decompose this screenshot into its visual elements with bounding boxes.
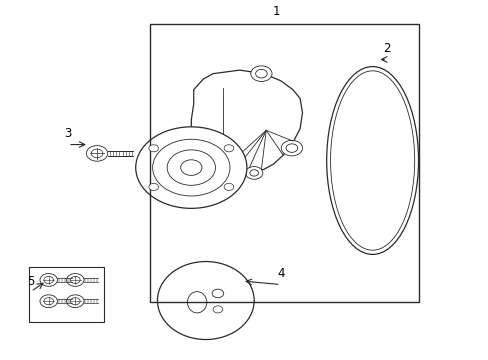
Circle shape — [281, 140, 302, 156]
Circle shape — [212, 289, 223, 298]
Circle shape — [44, 298, 53, 305]
Circle shape — [245, 167, 263, 179]
Circle shape — [148, 183, 158, 190]
Circle shape — [66, 295, 84, 307]
Text: 4: 4 — [276, 267, 284, 280]
Circle shape — [224, 183, 233, 190]
Text: 5: 5 — [27, 275, 35, 288]
Circle shape — [70, 276, 80, 283]
Circle shape — [152, 139, 229, 196]
Text: 1: 1 — [272, 5, 279, 18]
Circle shape — [250, 66, 271, 81]
Circle shape — [44, 276, 53, 283]
Ellipse shape — [187, 292, 206, 313]
Circle shape — [70, 298, 80, 305]
Polygon shape — [191, 70, 302, 172]
Circle shape — [180, 160, 202, 175]
Text: 2: 2 — [383, 42, 390, 55]
Circle shape — [148, 145, 158, 152]
Circle shape — [285, 144, 297, 152]
Bar — [29, 267, 104, 322]
Ellipse shape — [157, 261, 254, 339]
Circle shape — [213, 306, 223, 313]
Circle shape — [136, 127, 246, 208]
Circle shape — [86, 145, 107, 161]
Circle shape — [249, 170, 258, 176]
Circle shape — [91, 149, 102, 158]
Bar — [150, 24, 418, 302]
Circle shape — [66, 274, 84, 286]
Circle shape — [224, 145, 233, 152]
Text: 3: 3 — [64, 127, 72, 140]
Circle shape — [255, 69, 266, 78]
Circle shape — [167, 150, 215, 185]
Circle shape — [40, 274, 57, 286]
Circle shape — [40, 295, 57, 307]
